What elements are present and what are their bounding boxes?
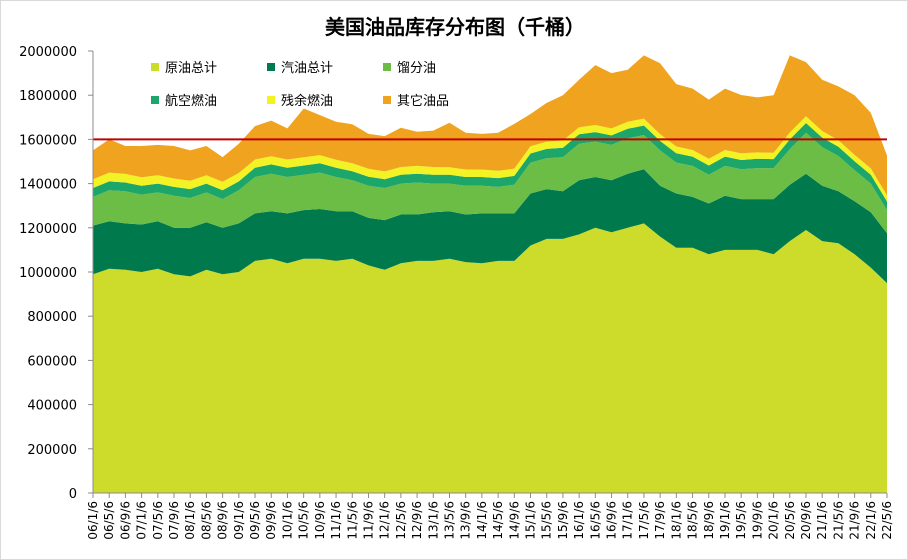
- legend-swatch: [383, 63, 391, 71]
- x-tick-label: 07/1/6: [135, 501, 149, 540]
- x-tick-label: 10/9/6: [313, 501, 327, 540]
- x-tick-label: 15/5/6: [540, 501, 554, 540]
- x-tick-label: 11/1/6: [329, 501, 343, 540]
- area-series-6: [93, 55, 887, 196]
- x-tick-label: 20/9/6: [799, 501, 813, 540]
- area-series-4: [93, 123, 887, 211]
- y-tick-label: 1000000: [19, 266, 77, 281]
- x-tick-label: 18/1/6: [669, 501, 683, 540]
- x-tick-label: 06/5/6: [102, 501, 116, 540]
- legend-label: 残余燃油: [281, 93, 333, 109]
- x-tick-label: 22/5/6: [880, 501, 894, 540]
- legend-label: 汽油总计: [281, 61, 333, 76]
- x-tick-label: 19/9/6: [750, 501, 764, 540]
- y-tick-label: 1200000: [19, 222, 77, 237]
- y-tick-label: 2000000: [19, 45, 77, 60]
- legend-swatch: [383, 96, 391, 104]
- x-tick-label: 14/5/6: [491, 501, 505, 540]
- x-axis: 06/1/6 06/5/6 06/9/6 07/1/6 07/5/6 07/9/6 08/1…: [86, 492, 894, 540]
- x-tick-label: 09/5/6: [248, 501, 262, 540]
- x-tick-label: 19/5/6: [734, 501, 748, 540]
- x-tick-label: 16/9/6: [605, 501, 619, 540]
- x-tick-label: 12/5/6: [394, 501, 408, 540]
- x-tick-label: 10/1/6: [280, 501, 294, 540]
- legend-label: 原油总计: [165, 61, 217, 76]
- area-series-group: [93, 55, 887, 493]
- x-tick-label: 13/5/6: [442, 501, 456, 540]
- x-tick-label: 22/1/6: [864, 501, 878, 540]
- x-tick-label: 18/9/6: [702, 501, 716, 540]
- x-tick-label: 17/5/6: [637, 501, 651, 540]
- legend-swatch: [151, 96, 159, 104]
- x-tick-label: 17/1/6: [621, 501, 635, 540]
- x-tick-label: 21/9/6: [848, 501, 862, 540]
- x-tick-label: 06/9/6: [118, 501, 132, 540]
- area-series-2: [93, 169, 887, 284]
- x-tick-label: 12/1/6: [378, 501, 392, 540]
- legend-label: 其它油品: [397, 93, 449, 109]
- chart-title: 美国油品库存分布图（千桶）: [325, 15, 585, 39]
- y-tick-label: 600000: [27, 354, 77, 369]
- x-tick-label: 16/1/6: [572, 501, 586, 540]
- area-series-3: [93, 132, 887, 234]
- y-tick-label: 200000: [27, 443, 77, 458]
- x-tick-label: 11/5/6: [345, 501, 359, 540]
- x-tick-label: 07/5/6: [151, 501, 165, 540]
- y-tick-label: 400000: [27, 399, 77, 414]
- x-tick-label: 19/1/6: [718, 501, 732, 540]
- x-tick-label: 15/1/6: [524, 501, 538, 540]
- x-tick-label: 20/5/6: [783, 501, 797, 540]
- x-tick-label: 11/9/6: [361, 501, 375, 540]
- x-tick-label: 09/9/6: [264, 501, 278, 540]
- x-tick-label: 14/9/6: [507, 501, 521, 540]
- area-series-1: [93, 223, 887, 493]
- y-tick-label: 800000: [27, 310, 77, 325]
- x-tick-label: 17/9/6: [653, 501, 667, 540]
- x-tick-label: 07/9/6: [167, 501, 181, 540]
- x-tick-label: 12/9/6: [410, 501, 424, 540]
- x-tick-label: 13/1/6: [426, 501, 440, 540]
- y-tick-label: 1600000: [19, 133, 77, 148]
- legend-label: 航空燃油: [165, 93, 217, 109]
- y-tick-label: 0: [69, 487, 77, 502]
- y-tick-label: 1400000: [19, 178, 77, 193]
- x-tick-label: 13/9/6: [459, 501, 473, 540]
- x-tick-label: 10/5/6: [297, 501, 311, 540]
- x-tick-label: 06/1/6: [86, 501, 100, 540]
- x-tick-label: 08/1/6: [183, 501, 197, 540]
- x-tick-label: 16/5/6: [588, 501, 602, 540]
- x-tick-label: 21/1/6: [815, 501, 829, 540]
- x-tick-label: 18/5/6: [686, 501, 700, 540]
- x-tick-label: 21/5/6: [831, 501, 845, 540]
- legend-swatch: [151, 63, 159, 71]
- x-tick-label: 20/1/6: [767, 501, 781, 540]
- legend-label: 馏分油: [397, 61, 436, 76]
- legend-swatch: [267, 96, 275, 104]
- x-tick-label: 15/9/6: [556, 501, 570, 540]
- x-tick-label: 14/1/6: [475, 501, 489, 540]
- y-axis: 0 200000 400000 600000 800000 1000000 1200000 1…: [19, 45, 94, 502]
- x-tick-label: 08/9/6: [216, 501, 230, 540]
- x-tick-label: 09/1/6: [232, 501, 246, 540]
- x-tick-label: 08/5/6: [199, 501, 213, 540]
- y-tick-label: 1800000: [19, 89, 77, 104]
- legend-swatch: [267, 63, 275, 71]
